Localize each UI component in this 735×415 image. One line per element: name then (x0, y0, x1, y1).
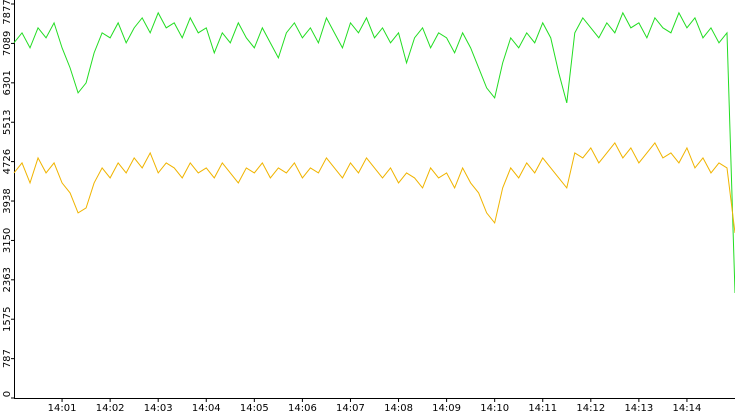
y-tick-label: 0 (2, 391, 13, 397)
y-tick-label: 1575 (2, 306, 13, 331)
y-tick-label: 4726 (2, 149, 13, 174)
y-tick-label: 7089 (2, 31, 13, 56)
x-tick-label: 14:03 (144, 403, 173, 414)
y-tick-label: 3938 (2, 188, 13, 213)
series-line (13, 11, 735, 293)
y-tick-label: 5513 (2, 110, 13, 135)
x-tick-label: 14:08 (384, 403, 413, 414)
x-tick-label: 14:02 (96, 403, 125, 414)
x-tick-label: 14:06 (288, 403, 317, 414)
y-tick-label: 3150 (2, 228, 13, 253)
x-tick-label: 14:14 (673, 403, 702, 414)
x-tick-label: 14:13 (624, 403, 653, 414)
y-tick-label: 2363 (2, 267, 13, 292)
y-tick-label: 6301 (2, 70, 13, 95)
x-tick-label: 14:05 (240, 403, 269, 414)
series-line (13, 141, 735, 234)
x-tick-label: 14:09 (432, 403, 461, 414)
y-tick-label: 787 (2, 349, 13, 368)
x-tick-label: 14:11 (528, 403, 557, 414)
x-tick-label: 14:10 (480, 403, 509, 414)
x-tick-label: 14:01 (48, 403, 77, 414)
x-tick-label: 14:07 (336, 403, 365, 414)
x-tick-label: 14:04 (192, 403, 221, 414)
y-tick-label: 7877 (2, 0, 13, 25)
x-tick-label: 14:12 (576, 403, 605, 414)
